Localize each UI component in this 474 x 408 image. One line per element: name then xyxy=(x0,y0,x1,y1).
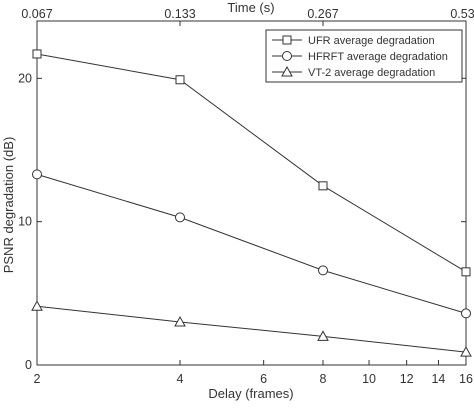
y-tick-label: 0 xyxy=(25,358,32,372)
y-tick-label: 20 xyxy=(18,71,32,85)
x-tick-label: 2 xyxy=(34,372,41,386)
legend-label: VT-2 average degradation xyxy=(308,67,435,79)
series-line-triangle xyxy=(36,305,467,353)
data-point-square xyxy=(318,181,328,191)
top-x-tick-label: 0.133 xyxy=(164,7,195,21)
data-point-square xyxy=(175,75,185,85)
x-tick-label: 14 xyxy=(431,372,445,386)
data-point-triangle xyxy=(31,300,43,311)
y-axis-title: PSNR degradation (dB) xyxy=(1,137,16,274)
x-tick-label: 12 xyxy=(400,372,414,386)
series-line-circle xyxy=(36,173,467,314)
x-axis-title: Delay (frames) xyxy=(208,386,293,401)
data-point-circle xyxy=(175,212,185,223)
x-tick-label: 8 xyxy=(320,372,327,386)
series-line-square xyxy=(36,53,467,273)
legend-label: UFR average degradation xyxy=(308,35,435,47)
data-point-triangle xyxy=(317,330,329,341)
legend-marker-circle xyxy=(282,51,292,61)
data-point-square xyxy=(461,267,471,277)
x-tick-label: 4 xyxy=(177,372,184,386)
top-x-tick-label: 0.533 xyxy=(450,7,474,21)
legend-label: HFRFT average degradation xyxy=(308,51,448,63)
x-tick-label: 6 xyxy=(260,372,267,386)
data-point-square xyxy=(32,49,42,59)
y-tick-label: 10 xyxy=(18,215,32,229)
data-point-circle xyxy=(461,308,471,319)
legend-marker-triangle xyxy=(281,65,293,77)
data-point-circle xyxy=(32,169,42,180)
data-point-triangle xyxy=(174,315,186,327)
x-tick-label: 10 xyxy=(362,372,376,386)
top-x-tick-label: 0.067 xyxy=(21,7,52,21)
top-x-tick-label: 0.267 xyxy=(307,7,338,21)
data-point-triangle xyxy=(460,346,472,357)
legend-marker-square xyxy=(282,35,292,45)
data-point-circle xyxy=(318,265,328,276)
x-tick-label: 16 xyxy=(459,372,473,386)
top-axis-title: Time (s) xyxy=(227,0,274,15)
plot-frame xyxy=(36,20,467,366)
